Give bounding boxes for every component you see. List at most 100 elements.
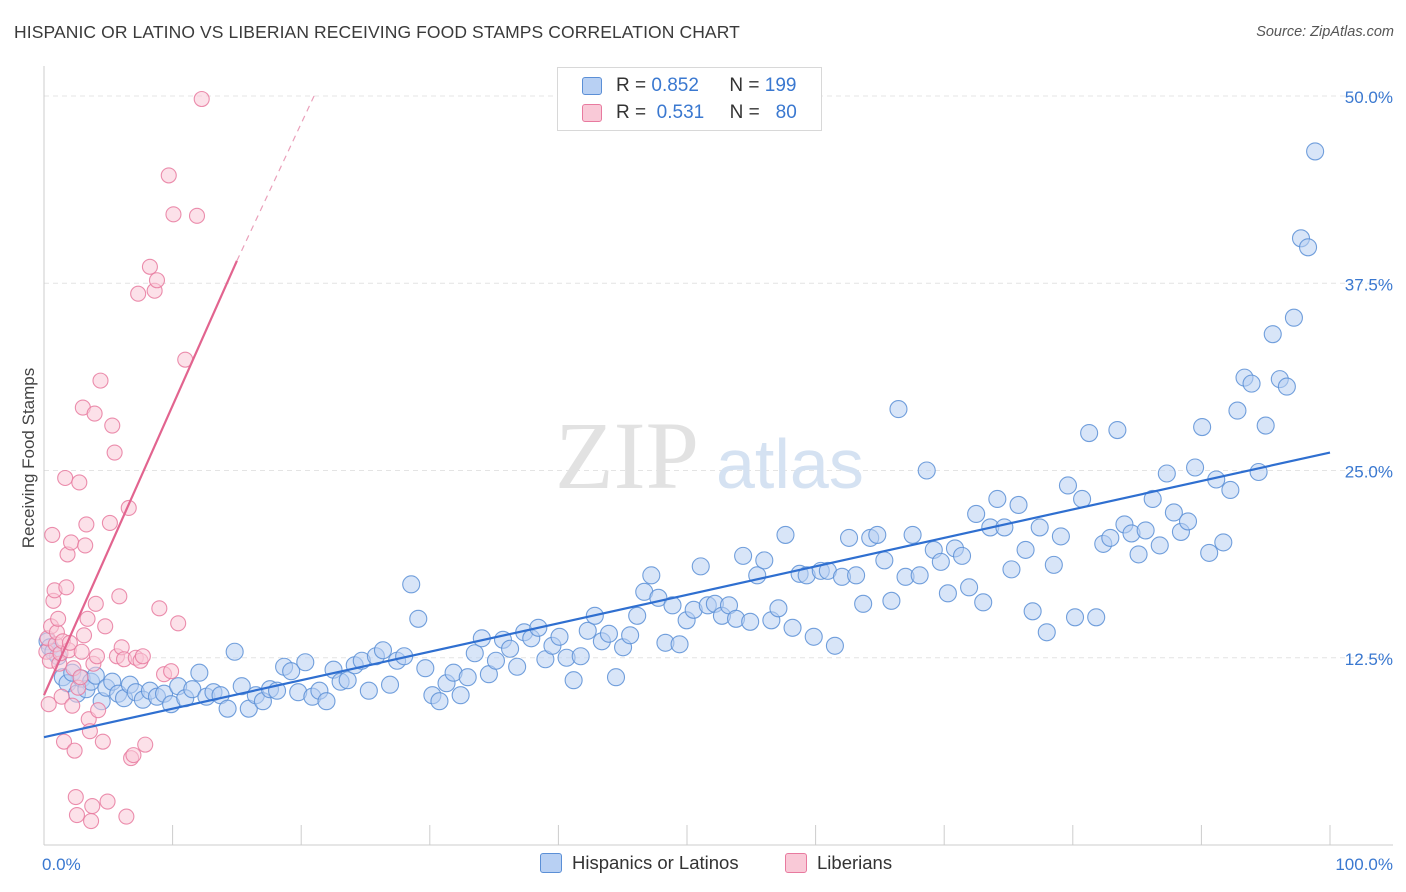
data-point xyxy=(75,627,93,644)
x-tick-labels: 0.0% 100.0% xyxy=(42,855,1393,874)
data-point xyxy=(58,579,75,596)
data-point xyxy=(165,206,182,223)
legend-n-value: 80 xyxy=(775,102,797,123)
legend-row-hispanics: R = 0.852 N = 199 xyxy=(582,74,796,98)
data-point xyxy=(465,644,484,663)
data-point xyxy=(79,610,96,627)
data-point xyxy=(94,733,111,750)
data-point xyxy=(564,671,583,690)
legend-r-label: R = xyxy=(616,102,647,123)
data-point xyxy=(889,400,908,419)
data-point xyxy=(734,546,753,565)
data-point xyxy=(1277,377,1296,396)
data-point xyxy=(917,461,936,480)
data-point xyxy=(86,405,103,422)
data-point xyxy=(1228,401,1247,420)
y-tick-label: 37.5% xyxy=(1345,275,1393,294)
data-point xyxy=(90,702,107,719)
data-point xyxy=(1284,308,1303,327)
data-point xyxy=(1023,602,1042,621)
data-point xyxy=(190,663,209,682)
data-point xyxy=(606,668,626,687)
data-point xyxy=(193,90,210,108)
series-legend: Hispanics or Latinos Liberians xyxy=(0,852,1406,878)
data-point xyxy=(1221,480,1240,500)
data-point xyxy=(68,806,86,824)
legend-r-value: 0.531 xyxy=(656,102,705,123)
data-point xyxy=(88,648,106,665)
data-point xyxy=(71,474,88,491)
data-point xyxy=(225,642,244,661)
data-point xyxy=(451,686,470,705)
data-point xyxy=(938,584,957,603)
legend-n-label: N = xyxy=(729,102,760,123)
data-point xyxy=(1037,623,1056,642)
legend-swatch-blue xyxy=(582,77,602,95)
data-point xyxy=(847,566,866,585)
data-point xyxy=(72,669,89,686)
data-point xyxy=(1002,560,1021,579)
data-point xyxy=(952,546,972,565)
data-point xyxy=(1306,142,1325,161)
data-point xyxy=(44,526,61,543)
data-point xyxy=(53,688,70,705)
legend-row-liberians: R = 0.531 N = 80 xyxy=(582,101,797,125)
data-point xyxy=(1263,325,1282,344)
data-point xyxy=(87,595,104,612)
legend-label: Liberians xyxy=(817,852,893,873)
data-point xyxy=(64,697,81,714)
data-point xyxy=(66,742,83,759)
data-point xyxy=(1256,416,1275,435)
data-point xyxy=(804,627,823,646)
data-point xyxy=(232,677,251,696)
grid-lines xyxy=(44,95,1393,659)
legend-r-value: 0.852 xyxy=(651,75,699,96)
data-point xyxy=(621,626,640,645)
legend-r-label: R = xyxy=(616,75,647,96)
watermark-zip: ZIP xyxy=(555,402,699,509)
data-point xyxy=(1200,543,1219,562)
data-point xyxy=(183,680,202,699)
data-point xyxy=(57,469,74,487)
data-point xyxy=(380,675,400,694)
series-liberians-points xyxy=(38,90,210,830)
y-tick-label: 12.5% xyxy=(1345,650,1393,669)
data-point xyxy=(130,285,147,302)
data-point xyxy=(1129,545,1148,564)
data-point xyxy=(825,636,844,655)
data-point xyxy=(99,793,116,810)
data-point xyxy=(163,663,180,680)
data-point xyxy=(1157,464,1176,483)
data-point xyxy=(338,671,357,690)
data-point xyxy=(97,618,114,635)
data-point xyxy=(170,615,187,632)
data-point xyxy=(988,489,1007,509)
data-point xyxy=(402,575,421,594)
data-point xyxy=(967,504,986,523)
data-point xyxy=(868,525,887,544)
data-point xyxy=(1164,503,1183,522)
data-point xyxy=(854,594,873,613)
data-point xyxy=(1242,374,1261,393)
data-point xyxy=(1108,421,1127,440)
data-point xyxy=(317,692,336,711)
data-point xyxy=(296,653,315,672)
data-point xyxy=(571,647,590,666)
trend-line-liberians xyxy=(42,260,238,696)
trend-line-hispanics xyxy=(43,451,1331,739)
data-point xyxy=(73,643,90,660)
data-point xyxy=(125,747,142,764)
watermark-atlas: atlas xyxy=(716,425,864,503)
data-point xyxy=(1044,555,1063,574)
data-point xyxy=(1193,418,1212,437)
data-point xyxy=(1150,536,1169,555)
data-point xyxy=(599,624,618,643)
trend-lines xyxy=(42,95,1331,739)
data-point xyxy=(1143,489,1162,509)
data-point xyxy=(218,699,237,718)
data-point xyxy=(995,518,1014,537)
stats-legend: R = 0.852 N = 199 R = 0.531 N = 80 xyxy=(557,67,822,131)
data-point xyxy=(416,659,435,678)
data-point xyxy=(776,525,795,544)
